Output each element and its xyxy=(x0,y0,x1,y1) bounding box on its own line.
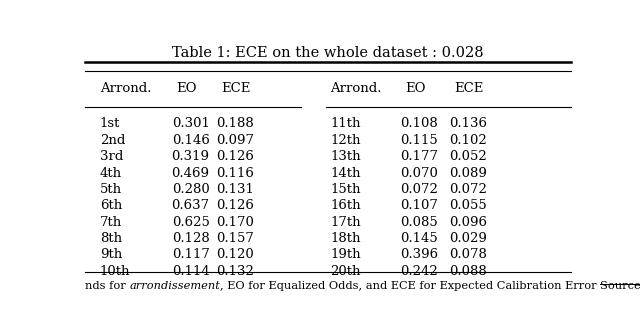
Text: 13th: 13th xyxy=(330,150,361,163)
Text: 12th: 12th xyxy=(330,134,361,147)
Text: Table 1: ECE on the whole dataset : 0.028: Table 1: ECE on the whole dataset : 0.02… xyxy=(172,46,484,60)
Text: 0.089: 0.089 xyxy=(449,166,487,180)
Text: Arrond.: Arrond. xyxy=(100,82,151,95)
Text: 0.128: 0.128 xyxy=(172,232,209,245)
Text: 16th: 16th xyxy=(330,199,361,212)
Text: 0.280: 0.280 xyxy=(172,183,209,196)
Text: 0.102: 0.102 xyxy=(449,134,487,147)
Text: 0.055: 0.055 xyxy=(449,199,487,212)
Text: 0.177: 0.177 xyxy=(400,150,438,163)
Text: 0.469: 0.469 xyxy=(172,166,210,180)
Text: 4th: 4th xyxy=(100,166,122,180)
Text: 0.108: 0.108 xyxy=(400,118,438,130)
Text: , EO for Equalized Odds, and ECE for Expected Calibration Error: , EO for Equalized Odds, and ECE for Exp… xyxy=(220,281,600,291)
Text: 0.096: 0.096 xyxy=(449,216,488,229)
Text: 0.115: 0.115 xyxy=(400,134,438,147)
Text: 0.301: 0.301 xyxy=(172,118,209,130)
Text: 0.070: 0.070 xyxy=(400,166,438,180)
Text: 0.126: 0.126 xyxy=(216,150,254,163)
Text: nds for: nds for xyxy=(85,281,129,291)
Text: 0.170: 0.170 xyxy=(216,216,254,229)
Text: 0.396: 0.396 xyxy=(400,248,438,261)
Text: 15th: 15th xyxy=(330,183,361,196)
Text: 0.072: 0.072 xyxy=(400,183,438,196)
Text: 0.136: 0.136 xyxy=(449,118,488,130)
Text: 0.088: 0.088 xyxy=(449,265,487,278)
Text: Arrond.: Arrond. xyxy=(330,82,382,95)
Text: 1st: 1st xyxy=(100,118,120,130)
Text: EO: EO xyxy=(405,82,426,95)
Text: 0.117: 0.117 xyxy=(172,248,209,261)
Text: 0.120: 0.120 xyxy=(216,248,254,261)
Text: 3rd: 3rd xyxy=(100,150,124,163)
Text: 9th: 9th xyxy=(100,248,122,261)
Text: ECE: ECE xyxy=(221,82,251,95)
Text: 0.131: 0.131 xyxy=(216,183,254,196)
Text: 0.072: 0.072 xyxy=(449,183,487,196)
Text: 5th: 5th xyxy=(100,183,122,196)
Text: 0.637: 0.637 xyxy=(172,199,210,212)
Text: 0.188: 0.188 xyxy=(216,118,254,130)
Text: 0.097: 0.097 xyxy=(216,134,254,147)
Text: 20th: 20th xyxy=(330,265,361,278)
Text: 0.146: 0.146 xyxy=(172,134,209,147)
Text: 0.242: 0.242 xyxy=(400,265,438,278)
Text: 14th: 14th xyxy=(330,166,361,180)
Text: 0.114: 0.114 xyxy=(172,265,209,278)
Text: 0.029: 0.029 xyxy=(449,232,487,245)
Text: ECE: ECE xyxy=(454,82,484,95)
Text: 18th: 18th xyxy=(330,232,361,245)
Text: 0.107: 0.107 xyxy=(400,199,438,212)
Text: 8th: 8th xyxy=(100,232,122,245)
Text: 19th: 19th xyxy=(330,248,361,261)
Text: 0.625: 0.625 xyxy=(172,216,209,229)
Text: 0.319: 0.319 xyxy=(172,150,210,163)
Text: EO: EO xyxy=(177,82,197,95)
Text: 0.078: 0.078 xyxy=(449,248,487,261)
Text: 17th: 17th xyxy=(330,216,361,229)
Text: Source:: Source: xyxy=(600,281,640,291)
Text: arrondissement: arrondissement xyxy=(129,281,220,291)
Text: 0.157: 0.157 xyxy=(216,232,254,245)
Text: 0.052: 0.052 xyxy=(449,150,487,163)
Text: 0.085: 0.085 xyxy=(400,216,438,229)
Text: 0.116: 0.116 xyxy=(216,166,254,180)
Text: 10th: 10th xyxy=(100,265,131,278)
Text: 6th: 6th xyxy=(100,199,122,212)
Text: 2nd: 2nd xyxy=(100,134,125,147)
Text: 0.132: 0.132 xyxy=(216,265,254,278)
Text: 11th: 11th xyxy=(330,118,361,130)
Text: 0.126: 0.126 xyxy=(216,199,254,212)
Text: 7th: 7th xyxy=(100,216,122,229)
Text: 0.145: 0.145 xyxy=(400,232,438,245)
